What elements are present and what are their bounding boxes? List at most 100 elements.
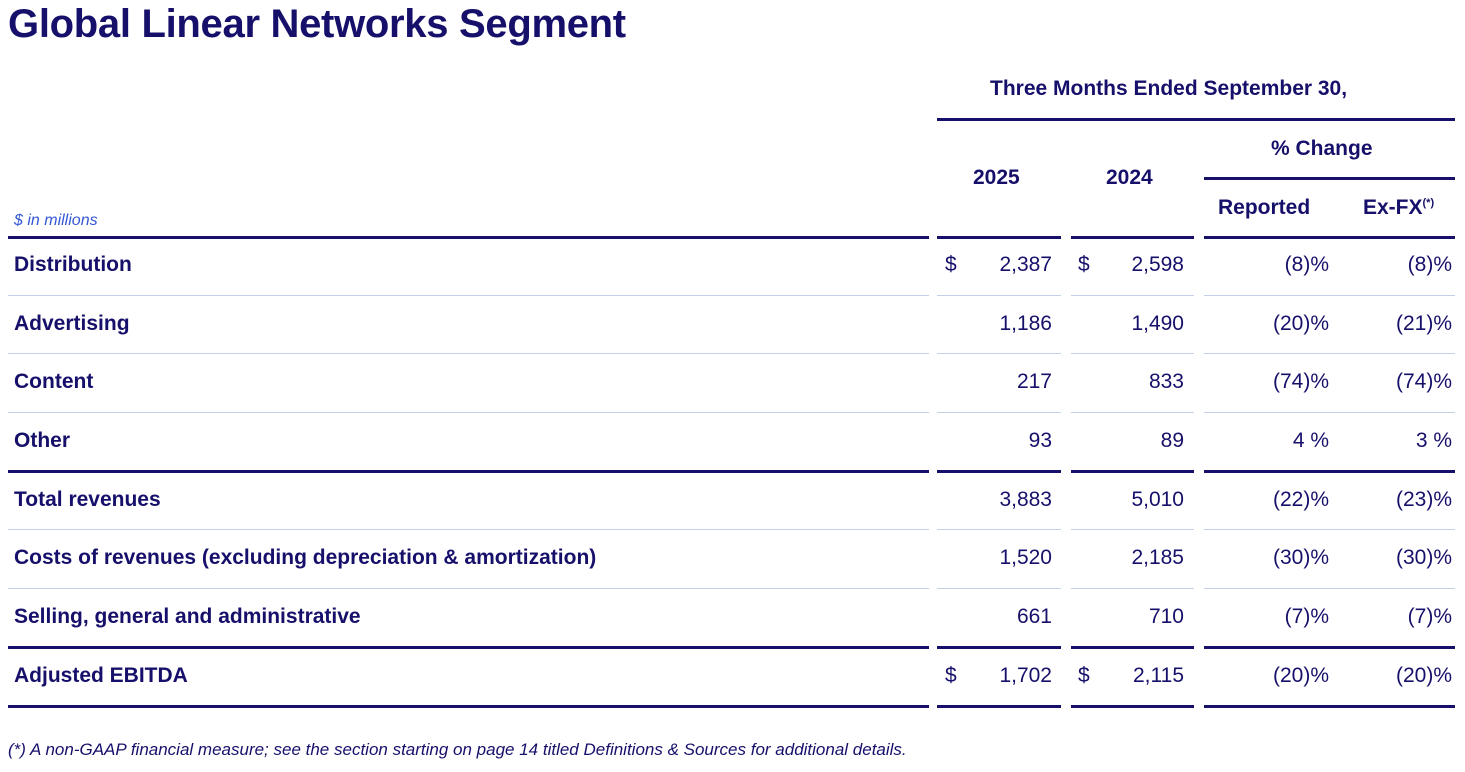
row-divider xyxy=(1071,588,1194,590)
footnote: (*) A non-GAAP financial measure; see th… xyxy=(8,740,907,759)
pct-change-rule xyxy=(1204,177,1455,180)
row-divider xyxy=(937,704,1061,708)
reported-change: (74)% xyxy=(1272,370,1329,394)
exfx-label: Ex-FX xyxy=(1363,196,1423,219)
row-label: Costs of revenues (excluding depreciatio… xyxy=(14,546,597,570)
reported-change: (22)% xyxy=(1272,487,1329,511)
row-divider xyxy=(1204,412,1455,414)
row-divider xyxy=(1071,353,1194,355)
table-row: Other 93 89 4 % 3 % xyxy=(0,413,1465,473)
row-label: Selling, general and administrative xyxy=(14,605,361,629)
rule xyxy=(1071,236,1194,239)
row-label: Other xyxy=(14,429,71,453)
pct-change-header: % Change xyxy=(1271,137,1373,160)
row-label: Total revenues xyxy=(14,487,161,511)
row-divider xyxy=(937,412,1061,414)
rule xyxy=(1204,236,1455,239)
value-2024: 5,010 xyxy=(1131,487,1184,511)
exfx-change: (8)% xyxy=(1407,253,1452,276)
rule xyxy=(937,236,1061,239)
value-2024: 833 xyxy=(1148,370,1184,394)
row-label: Distribution xyxy=(14,253,132,276)
row-divider xyxy=(1071,704,1194,708)
reported-header: Reported xyxy=(1218,196,1311,219)
row-divider xyxy=(1204,294,1455,296)
row-divider xyxy=(1071,412,1194,414)
row-divider xyxy=(8,704,929,708)
row-divider xyxy=(1204,529,1455,531)
financial-table: Distribution $2,387 $2,598 (8)% (8)% Advertis… xyxy=(0,237,1465,708)
value-2025: 3,883 xyxy=(999,487,1052,511)
period-header: Three Months Ended September 30, xyxy=(990,77,1348,100)
value-2025: 93 xyxy=(1028,429,1052,453)
row-label: Adjusted EBITDA xyxy=(14,663,188,687)
exfx-change: (7)% xyxy=(1407,605,1452,629)
row-divider xyxy=(8,412,929,414)
exfx-change: (20)% xyxy=(1395,663,1452,687)
rule xyxy=(8,236,929,239)
row-divider xyxy=(8,294,929,296)
exfx-change: (74)% xyxy=(1395,370,1452,394)
reported-change: (8)% xyxy=(1284,253,1329,276)
value-2025: 2,387 xyxy=(999,253,1052,276)
value-2024: 710 xyxy=(1148,605,1184,629)
row-divider xyxy=(937,353,1061,355)
exfx-change: 3 % xyxy=(1415,429,1452,453)
row-divider xyxy=(1071,645,1194,649)
currency-2024: $ xyxy=(1078,663,1090,687)
row-divider xyxy=(8,645,929,649)
row-divider xyxy=(937,645,1061,649)
value-2024: 2,598 xyxy=(1131,253,1184,276)
exfx-header: Ex-FX(*) xyxy=(1363,196,1434,220)
reported-change: (30)% xyxy=(1272,546,1329,570)
col-2025-header: 2025 xyxy=(973,166,1020,189)
row-divider xyxy=(1071,294,1194,296)
value-2025: 217 xyxy=(1016,370,1052,394)
exfx-change: (30)% xyxy=(1395,546,1452,570)
currency-2025: $ xyxy=(945,253,957,276)
row-divider xyxy=(1071,469,1194,473)
row-divider xyxy=(1071,529,1194,531)
reported-change: 4 % xyxy=(1292,429,1329,453)
table-row: Content 217 833 (74)% (74)% xyxy=(0,354,1465,414)
row-divider xyxy=(1204,645,1455,649)
exfx-change: (23)% xyxy=(1395,487,1452,511)
table-row: Advertising 1,186 1,490 (20)% (21)% xyxy=(0,296,1465,355)
row-divider xyxy=(937,294,1061,296)
row-divider xyxy=(1204,469,1455,473)
reported-change: (20)% xyxy=(1272,663,1329,687)
currency-2025: $ xyxy=(945,663,957,687)
reported-change: (7)% xyxy=(1284,605,1329,629)
row-divider xyxy=(8,353,929,355)
table-row: Distribution $2,387 $2,598 (8)% (8)% xyxy=(0,237,1465,296)
value-2025: 1,702 xyxy=(999,663,1052,687)
value-2024: 2,185 xyxy=(1131,546,1184,570)
row-divider xyxy=(937,588,1061,590)
reported-change: (20)% xyxy=(1272,311,1329,335)
units-label: $ in millions xyxy=(14,212,98,229)
currency-2024: $ xyxy=(1078,253,1090,276)
row-divider xyxy=(1204,353,1455,355)
value-2025: 1,186 xyxy=(999,311,1052,335)
row-label: Content xyxy=(14,370,94,394)
table-row: Adjusted EBITDA $1,702 $2,115 (20)% (20)% xyxy=(0,648,1465,708)
row-label: Advertising xyxy=(14,311,130,335)
row-divider xyxy=(8,529,929,531)
row-divider xyxy=(1204,704,1455,708)
table-row: Total revenues 3,883 5,010 (22)% (23)% xyxy=(0,472,1465,531)
row-divider xyxy=(8,588,929,590)
row-divider xyxy=(937,529,1061,531)
table-row: Selling, general and administrative 661 71… xyxy=(0,589,1465,649)
exfx-change: (21)% xyxy=(1395,311,1452,335)
value-2024: 1,490 xyxy=(1131,311,1184,335)
table-row: Costs of revenues (excluding depreciatio… xyxy=(0,530,1465,590)
row-divider xyxy=(937,469,1061,473)
value-2024: 2,115 xyxy=(1133,663,1184,687)
header-rule xyxy=(937,118,1455,121)
value-2025: 661 xyxy=(1016,605,1052,629)
row-divider xyxy=(8,469,929,473)
value-2024: 89 xyxy=(1160,429,1184,453)
value-2025: 1,520 xyxy=(999,546,1052,570)
page-title: Global Linear Networks Segment xyxy=(8,2,626,46)
exfx-footnote-marker: (*) xyxy=(1422,197,1435,209)
